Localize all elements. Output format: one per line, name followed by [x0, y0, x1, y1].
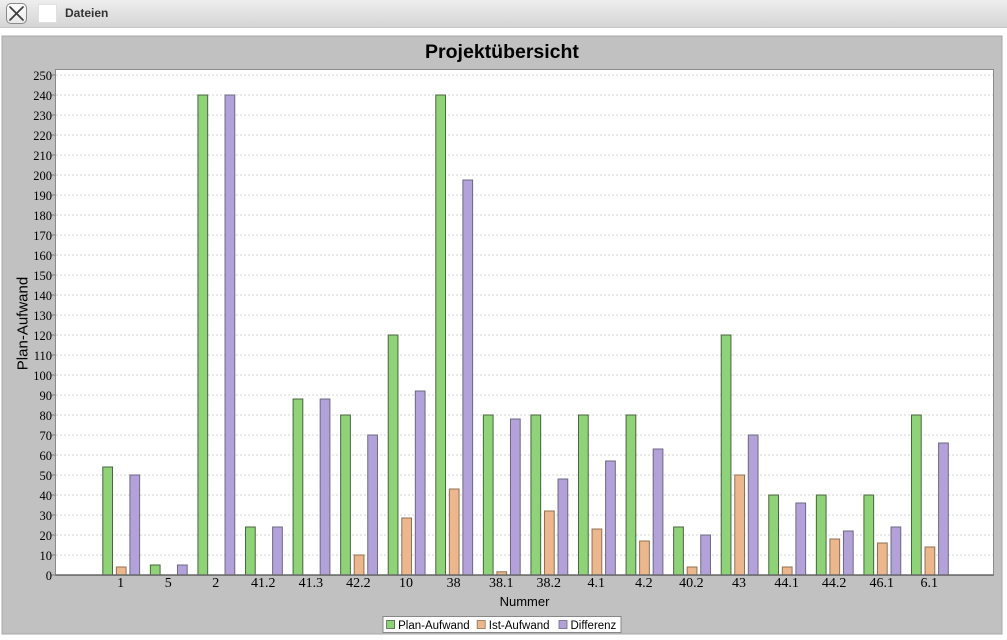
svg-text:5: 5 [165, 576, 172, 591]
svg-text:Plan-Aufwand: Plan-Aufwand [398, 620, 470, 632]
svg-text:2: 2 [212, 576, 219, 591]
svg-text:240: 240 [33, 89, 52, 103]
svg-text:40: 40 [40, 489, 53, 503]
svg-text:44.1: 44.1 [774, 576, 799, 591]
svg-text:150: 150 [33, 269, 52, 283]
svg-text:38.2: 38.2 [536, 576, 561, 591]
svg-text:90: 90 [40, 389, 53, 403]
svg-text:70: 70 [40, 429, 53, 443]
svg-text:43: 43 [732, 576, 746, 591]
svg-text:4.2: 4.2 [635, 576, 653, 591]
svg-text:160: 160 [33, 249, 52, 263]
svg-text:1: 1 [117, 576, 124, 591]
svg-text:40.2: 40.2 [679, 576, 704, 591]
svg-text:20: 20 [40, 529, 53, 543]
svg-text:250: 250 [33, 69, 52, 83]
svg-text:130: 130 [33, 309, 52, 323]
svg-text:Projektübersicht: Projektübersicht [425, 41, 579, 63]
svg-text:230: 230 [33, 109, 52, 123]
svg-text:6.1: 6.1 [921, 576, 939, 591]
svg-text:110: 110 [34, 349, 52, 363]
svg-text:220: 220 [33, 129, 52, 143]
svg-text:200: 200 [33, 169, 52, 183]
svg-text:38.1: 38.1 [489, 576, 514, 591]
svg-text:190: 190 [33, 189, 52, 203]
svg-text:Ist-Aufwand: Ist-Aufwand [489, 620, 550, 632]
svg-text:140: 140 [33, 289, 52, 303]
svg-text:4.1: 4.1 [588, 576, 606, 591]
svg-text:44.2: 44.2 [822, 576, 847, 591]
svg-text:10: 10 [399, 576, 413, 591]
svg-text:41.3: 41.3 [299, 576, 324, 591]
svg-text:80: 80 [40, 409, 53, 423]
svg-text:46.1: 46.1 [869, 576, 894, 591]
svg-text:42.2: 42.2 [346, 576, 371, 591]
svg-text:0: 0 [46, 569, 52, 583]
svg-text:Nummer: Nummer [500, 594, 551, 609]
svg-text:180: 180 [33, 209, 52, 223]
svg-text:41.2: 41.2 [251, 576, 276, 591]
svg-text:120: 120 [33, 329, 52, 343]
svg-text:210: 210 [33, 149, 52, 163]
svg-text:50: 50 [40, 469, 53, 483]
svg-text:60: 60 [40, 449, 53, 463]
svg-text:38: 38 [447, 576, 461, 591]
svg-text:Differenz: Differenz [571, 620, 617, 632]
svg-text:10: 10 [40, 549, 53, 563]
svg-text:170: 170 [33, 229, 52, 243]
svg-text:100: 100 [33, 369, 52, 383]
svg-text:Plan-Aufwand: Plan-Aufwand [15, 277, 32, 370]
svg-text:30: 30 [40, 509, 53, 523]
